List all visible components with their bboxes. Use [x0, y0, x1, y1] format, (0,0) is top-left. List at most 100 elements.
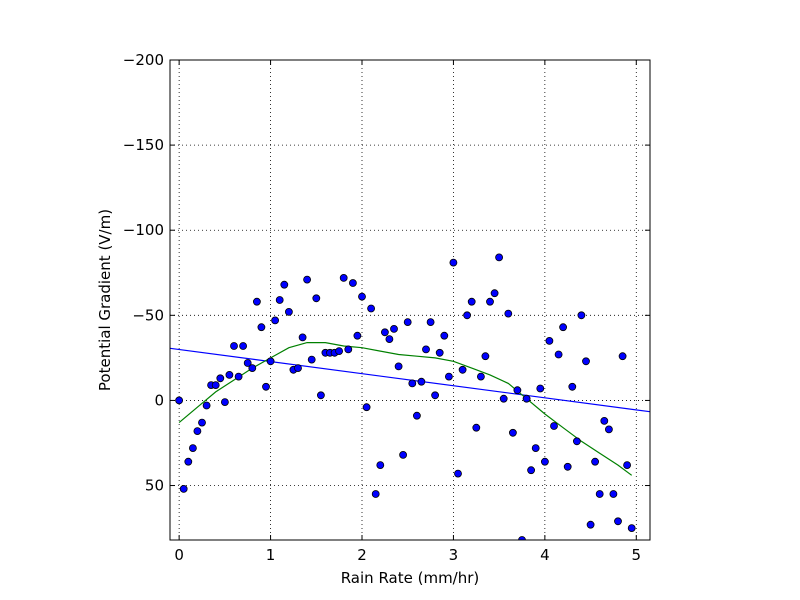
- data-point: [316, 391, 325, 400]
- data-point: [486, 297, 494, 306]
- data-point: [248, 364, 257, 373]
- data-point: [440, 331, 449, 340]
- data-point: [184, 457, 193, 466]
- data-point: [595, 490, 604, 498]
- y-tick-label: 0: [154, 391, 164, 409]
- x-tick-label: 2: [357, 546, 367, 564]
- data-point: [435, 348, 444, 357]
- data-point: [362, 403, 371, 412]
- data-point: [394, 362, 403, 371]
- data-point: [307, 355, 316, 364]
- data-point: [609, 490, 618, 498]
- data-point: [618, 352, 627, 361]
- data-point: [495, 253, 504, 262]
- y-axis-label: Potential Gradient (V/m): [96, 209, 114, 391]
- data-point: [605, 425, 613, 434]
- x-axis-label: Rain Rate (mm/hr): [341, 569, 480, 587]
- plot-area: [170, 60, 650, 540]
- data-point: [239, 342, 248, 350]
- data-point: [348, 279, 357, 287]
- data-point: [531, 444, 540, 453]
- data-point: [367, 304, 376, 313]
- data-point: [298, 333, 307, 342]
- data-point: [339, 273, 348, 282]
- data-point: [399, 450, 408, 459]
- data-point: [353, 331, 362, 340]
- data-point: [527, 466, 535, 475]
- data-layer: [170, 253, 650, 540]
- x-tick-label: 5: [632, 546, 642, 564]
- data-point: [252, 297, 261, 306]
- y-tick-label: −150: [123, 136, 164, 154]
- data-point: [563, 462, 572, 471]
- data-point: [623, 461, 631, 470]
- data-point: [243, 359, 252, 367]
- data-point: [513, 386, 522, 395]
- data-point: [175, 396, 184, 405]
- data-point: [266, 357, 275, 366]
- data-point: [600, 416, 609, 425]
- data-point: [509, 428, 517, 437]
- data-point: [198, 418, 206, 427]
- data-point: [458, 365, 467, 374]
- data-point: [467, 297, 476, 306]
- data-point: [271, 316, 280, 325]
- data-point: [234, 372, 243, 381]
- data-point: [541, 457, 549, 466]
- data-point: [449, 258, 458, 267]
- data-point: [426, 318, 435, 327]
- data-point: [358, 292, 366, 301]
- data-point: [257, 323, 266, 332]
- data-point: [504, 309, 513, 318]
- data-point: [225, 370, 234, 379]
- data-point: [550, 422, 558, 430]
- data-point: [312, 294, 321, 303]
- data-point: [280, 280, 289, 289]
- data-point: [193, 427, 202, 436]
- x-tick-label: 3: [449, 546, 459, 564]
- x-tick-label: 1: [266, 546, 276, 564]
- data-point: [344, 345, 353, 354]
- data-point: [522, 394, 531, 403]
- data-point: [614, 517, 622, 526]
- data-point: [230, 342, 238, 350]
- axis-ticks: 0 1 2 3 4 5 −200 −150 −100 −50 0 50: [123, 51, 650, 564]
- data-point: [303, 275, 312, 284]
- y-tick-label: −100: [123, 221, 164, 239]
- data-point: [481, 352, 490, 361]
- data-point: [211, 381, 220, 390]
- data-point: [188, 444, 197, 453]
- linear-fit-line: [170, 347, 650, 413]
- data-point: [294, 364, 302, 373]
- data-point: [275, 296, 284, 304]
- data-point: [335, 347, 344, 356]
- y-tick-label: 50: [145, 477, 164, 495]
- data-point: [284, 307, 293, 316]
- data-point: [591, 457, 599, 466]
- data-point: [431, 391, 440, 400]
- data-point: [476, 372, 485, 381]
- data-point: [412, 411, 421, 420]
- data-point: [472, 423, 481, 432]
- data-point: [554, 350, 563, 359]
- data-point: [408, 379, 417, 388]
- data-point: [490, 289, 499, 298]
- data-point: [380, 328, 389, 337]
- data-point: [536, 384, 545, 393]
- plot-frame: [169, 59, 651, 541]
- data-point: [216, 374, 225, 383]
- data-point: [577, 311, 586, 320]
- data-point: [582, 357, 590, 366]
- data-point: [202, 401, 211, 410]
- data-point: [376, 461, 385, 470]
- data-point: [518, 536, 526, 540]
- data-point: [390, 324, 398, 333]
- data-point: [179, 484, 188, 493]
- data-point: [499, 394, 508, 403]
- data-point: [545, 336, 554, 345]
- data-point: [444, 372, 453, 381]
- data-point: [403, 318, 412, 327]
- data-point: [568, 382, 577, 391]
- y-tick-label: −50: [132, 306, 164, 324]
